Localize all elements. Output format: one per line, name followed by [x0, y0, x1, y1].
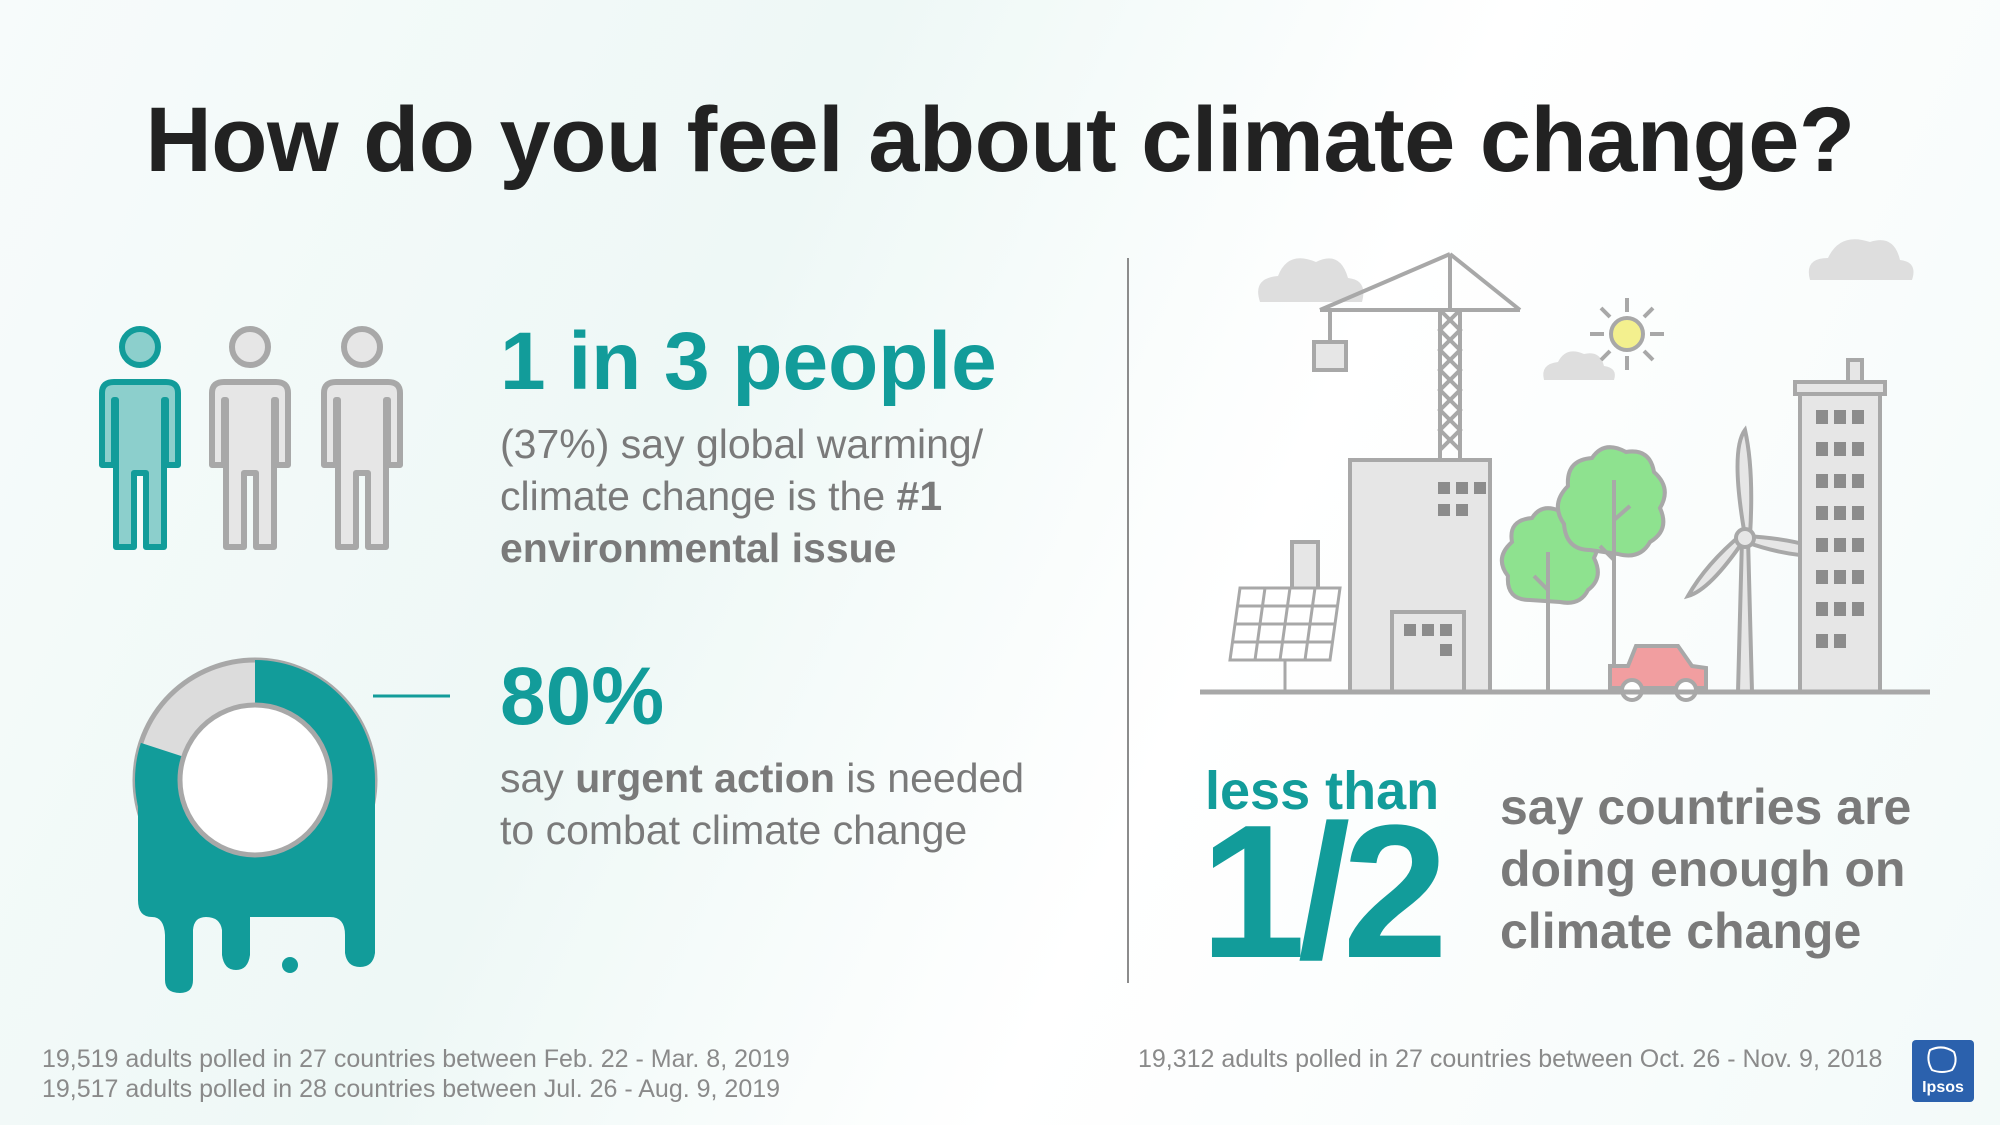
stat1-line1: (37%) say global warming/: [500, 421, 984, 467]
stat3-description: say countries are doing enough on climat…: [1500, 776, 1960, 962]
stat1-headline: 1 in 3 people: [500, 316, 997, 407]
car-icon: [1608, 644, 1708, 702]
footnote-right: 19,312 adults polled in 27 countries bet…: [1138, 1045, 1883, 1073]
sun-icon: [1590, 298, 1664, 370]
stat1-line3: environmental issue: [500, 522, 1060, 574]
logo-mark-icon: [1927, 1046, 1957, 1073]
donut-drip-icon: [132, 657, 450, 993]
stat2-description: say urgent action is needed to combat cl…: [500, 752, 1120, 856]
stat1-description: (37%) say global warming/ climate change…: [500, 418, 1060, 574]
stat1-line2-text: climate change is the: [500, 473, 897, 519]
city-scene-illustration: [1200, 239, 1930, 702]
vertical-divider: [1127, 258, 1129, 983]
footnote-left-1: 19,519 adults polled in 27 countries bet…: [42, 1045, 790, 1073]
page-title: How do you feel about climate change?: [145, 89, 1855, 191]
cloud-icon: [1258, 239, 1914, 380]
stat1-line2: climate change is the #1: [500, 470, 1060, 522]
stat2-headline: 80%: [500, 651, 665, 742]
ipsos-logo: Ipsos: [1912, 1040, 1974, 1102]
stat1-line2-bold: #1: [896, 473, 943, 519]
stat3-line2: doing enough on: [1500, 841, 1906, 897]
stat2-line2: to combat climate change: [500, 807, 968, 853]
stat2-line1-bold: urgent action: [575, 755, 835, 801]
footnote-left-2: 19,517 adults polled in 28 countries bet…: [42, 1075, 781, 1103]
stat3-prefix: less than: [1205, 761, 1440, 821]
tower-icon: [1793, 358, 1887, 694]
stat3-line3: climate change: [1500, 903, 1862, 959]
people-icons: [99, 326, 403, 550]
logo-text: Ipsos: [1922, 1079, 1964, 1096]
person-icon-grey-1: [209, 326, 291, 550]
stat2-line1-prefix: say: [500, 755, 576, 801]
stat2-line1: say urgent action is needed: [500, 752, 1120, 804]
stat1-line3-bold: environmental issue: [500, 525, 897, 571]
factory-icon: [1290, 458, 1492, 694]
solar-panel-icon: [1228, 586, 1342, 692]
tree-icon: [1500, 445, 1667, 692]
stat3-big-number: 1/2: [1200, 786, 1448, 998]
person-icon-grey-2: [321, 326, 403, 550]
person-icon-teal: [99, 326, 181, 550]
stat2-line1-suffix: is needed: [834, 755, 1025, 801]
crane-icon: [1312, 252, 1522, 460]
stat3-line1: say countries are: [1500, 779, 1912, 835]
